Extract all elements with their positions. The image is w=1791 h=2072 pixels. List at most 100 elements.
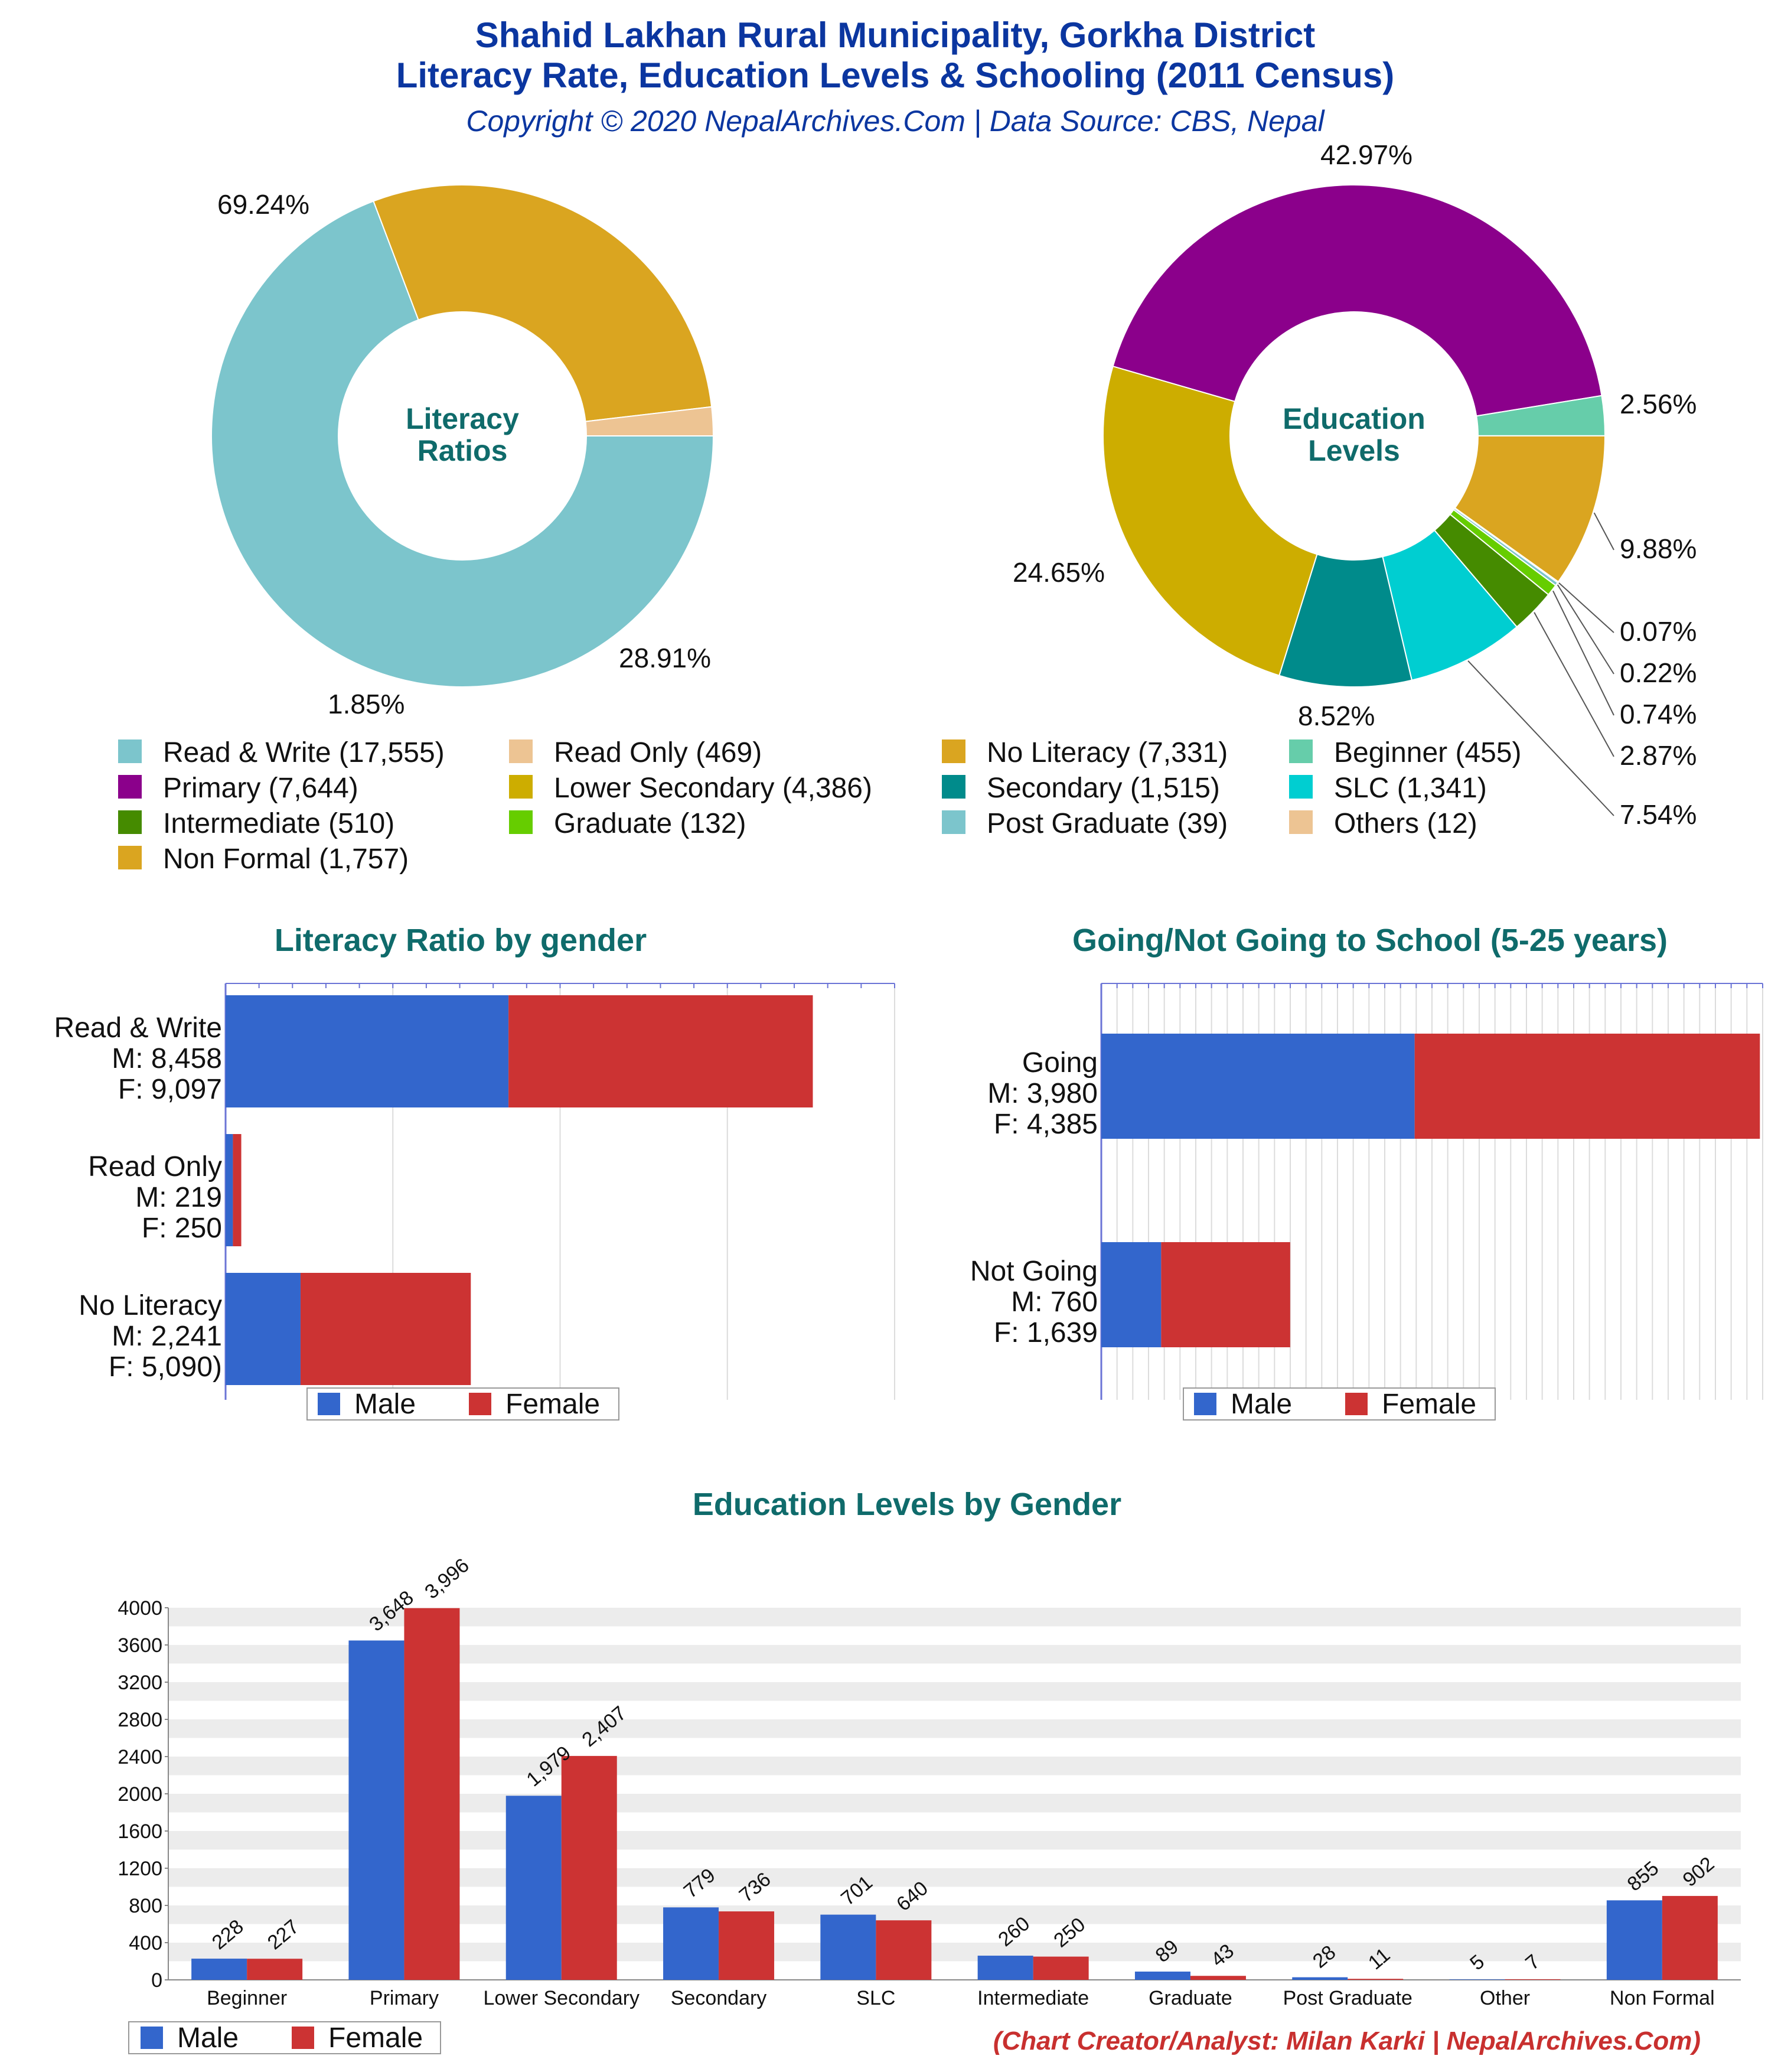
education-levels-leader-non-formal [1593,512,1614,550]
legend-label-read-only-469: Read Only (469) [554,737,762,768]
education-bar-male-slc [820,1914,876,1980]
education-levels-donut: 42.97% 2.56% 9.88% 0.07% 0.22% 0.74% 2.87% 7.54… [1013,139,1697,830]
legend-label-primary-7-644: Primary (7,644) [163,773,358,804]
education-by-gender-ytick-2000: 2000 [118,1783,162,1806]
legend-swatch-non-formal-1-757 [118,846,142,869]
literacy-by-gender-title: Literacy Ratio by gender [275,923,647,958]
literacy-by-gender-bar-female-read-only [233,1134,242,1246]
legend-swatch-read-write-17-555 [118,739,142,763]
literacy-by-gender-bar-female-no-literacy [300,1273,471,1385]
legend-swatch-graduate-132 [509,810,533,834]
education-by-gender-ytick-2800: 2800 [118,1709,162,1731]
legend-swatch-intermediate-510 [118,810,142,834]
schooling-label-going-2: F: 4,385 [994,1109,1098,1140]
legend-label-read-write-17-555: Read & Write (17,555) [163,737,445,768]
education-by-gender-legend-box [128,2021,441,2054]
education-by-gender-ytick-3200: 3200 [118,1672,162,1694]
legend-label-lower-secondary-4-386: Lower Secondary (4,386) [554,773,872,804]
legend-label-graduate-132: Graduate (132) [554,808,746,839]
literacy-by-gender-label-read-only-2: F: 250 [142,1213,222,1244]
literacy-by-gender-bar-male-read-write [226,995,509,1107]
education-bar-male-post-graduate [1292,1977,1348,1980]
legend-label-no-literacy-7-331: No Literacy (7,331) [987,737,1228,768]
legend-swatch-secondary-1-515 [942,775,965,799]
education-levels-slice-non-formal [1454,435,1606,583]
literacy-by-gender-legend-box [306,1387,619,1421]
legend-label-secondary-1-515: Secondary (1,515) [987,773,1220,804]
schooling-label-going-1: M: 3,980 [987,1078,1098,1109]
legend-label-post-graduate-39: Post Graduate (39) [987,808,1228,839]
education-levels-pct-secondary: 8.52% [1298,701,1375,731]
education-bar-female-beginner [247,1959,303,1980]
education-xtick-lower-secondary: Lower Secondary [483,1987,640,2009]
literacy-ratios-pct-read-write: 69.24% [217,189,309,220]
literacy-by-gender-bar-male-read-only [226,1134,233,1246]
education-bar-male-non-formal [1606,1900,1662,1980]
literacy-by-gender-legend-female-label: Female [505,1389,600,1420]
education-levels-pct-others: 0.07% [1620,616,1697,647]
literacy-by-gender-label-no-literacy-0: No Literacy [79,1290,222,1321]
education-levels-leader-graduate [1552,590,1614,716]
literacy-by-gender-label-read-write-2: F: 9,097 [118,1074,222,1105]
legend-label-intermediate-510: Intermediate (510) [163,808,394,839]
education-levels-pct-lower-secondary: 24.65% [1013,557,1105,588]
education-by-gender-legend-female-swatch [292,2027,314,2049]
education-xtick-post-graduate: Post Graduate [1283,1987,1412,2009]
education-levels-pct-post-graduate: 0.22% [1620,657,1697,688]
schooling-label-not-going-1: M: 760 [1011,1286,1098,1318]
education-by-gender-ytick-800: 800 [129,1895,162,1917]
education-xtick-other: Other [1480,1987,1530,2009]
education-by-gender-ytick-3600: 3600 [118,1634,162,1657]
schooling-legend-male-swatch [1194,1393,1216,1415]
education-bar-female-intermediate [1033,1956,1089,1980]
education-levels-pct-primary: 42.97% [1320,139,1412,170]
education-by-gender-ytick-2400: 2400 [118,1746,162,1768]
education-bar-male-beginner [191,1959,247,1980]
legend-swatch-beginner-455 [1289,739,1313,763]
schooling-legend-box [1183,1387,1496,1421]
legend-swatch-no-literacy-7-331 [942,739,965,763]
education-bar-male-other [1449,1979,1505,1980]
legend-label-beginner-455: Beginner (455) [1334,737,1522,768]
literacy-ratios-center-label-1: Literacy [406,402,519,435]
legend-swatch-read-only-469 [509,739,533,763]
education-xtick-beginner: Beginner [207,1987,287,2009]
education-bar-female-post-graduate [1348,1979,1404,1980]
education-levels-pct-slc: 7.54% [1620,799,1697,830]
literacy-by-gender-label-no-literacy-1: M: 2,241 [112,1321,222,1352]
legend-label-non-formal-1-757: Non Formal (1,757) [163,843,409,875]
education-xtick-intermediate: Intermediate [977,1987,1089,2009]
schooling-label-going-0: Going [1022,1047,1098,1079]
education-levels-leader-post-graduate [1557,584,1614,675]
education-levels-leader-intermediate [1534,612,1614,757]
literacy-ratios-slice-read-only [585,406,715,436]
legend-swatch-post-graduate-39 [942,810,965,834]
education-value-male-non-formal: 855 [1623,1857,1663,1896]
education-bar-male-lower-secondary [505,1796,562,1980]
education-xtick-secondary: Secondary [671,1987,767,2009]
education-by-gender-ytick-1200: 1200 [118,1858,162,1880]
literacy-ratios-donut: 69.24% 28.91% 1.85% [211,184,715,719]
schooling-bar-male-going [1101,1034,1415,1139]
literacy-by-gender-label-read-only-0: Read Only [88,1151,222,1182]
legend-swatch-others-12 [1289,810,1313,834]
schooling-title: Going/Not Going to School (5-25 years) [1072,923,1668,958]
literacy-by-gender-legend-male-swatch [318,1393,340,1415]
education-levels-slice-lower-secondary [1102,365,1318,676]
schooling-legend-male-label: Male [1231,1389,1292,1420]
education-by-gender-legend-male-swatch [141,2027,163,2049]
education-xtick-graduate: Graduate [1149,1987,1232,2009]
education-levels-pct-graduate: 0.74% [1620,699,1697,729]
education-levels-leader-others [1558,582,1614,633]
education-levels-center-label-2: Levels [1308,434,1400,467]
legend-label-others-12: Others (12) [1334,808,1477,839]
education-value-male-graduate: 89 [1151,1936,1183,1967]
education-bar-male-intermediate [977,1956,1033,1980]
schooling-legend-female-label: Female [1382,1389,1476,1420]
education-levels-pct-beginner: 2.56% [1620,389,1697,419]
literacy-ratios-pct-read-only: 1.85% [328,689,404,719]
education-bar-female-lower-secondary [561,1755,617,1980]
chart-credit: (Chart Creator/Analyst: Milan Karki | Ne… [993,2027,1701,2055]
education-by-gender-title: Education Levels by Gender [693,1487,1121,1522]
